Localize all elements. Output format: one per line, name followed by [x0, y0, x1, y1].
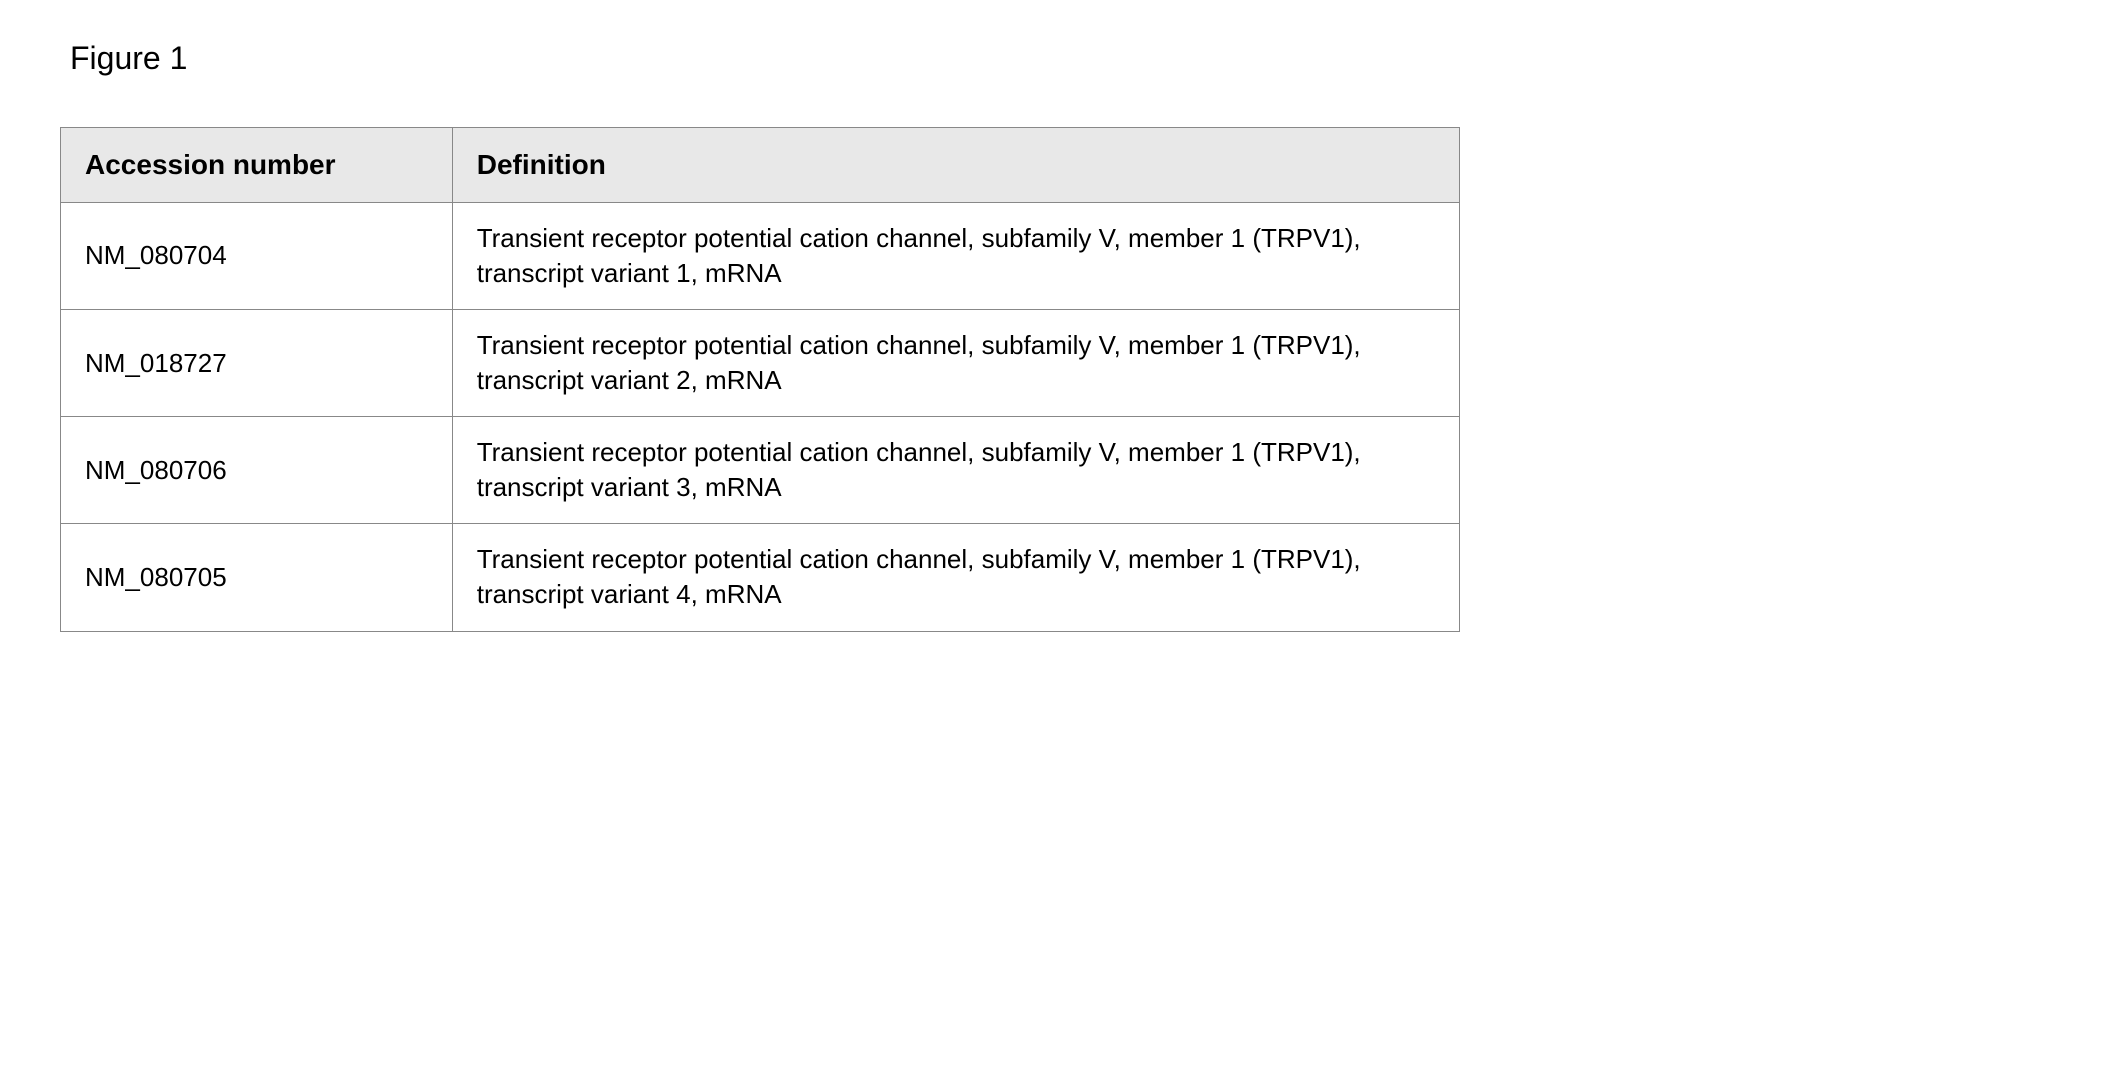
cell-definition: Transient receptor potential cation chan…: [452, 524, 1459, 631]
cell-definition: Transient receptor potential cation chan…: [452, 417, 1459, 524]
header-accession: Accession number: [61, 128, 453, 203]
cell-definition: Transient receptor potential cation chan…: [452, 202, 1459, 309]
cell-definition: Transient receptor potential cation chan…: [452, 309, 1459, 416]
accession-table: Accession number Definition NM_080704 Tr…: [60, 127, 1460, 632]
cell-accession: NM_080706: [61, 417, 453, 524]
table-row: NM_080706 Transient receptor potential c…: [61, 417, 1460, 524]
cell-accession: NM_080705: [61, 524, 453, 631]
cell-accession: NM_018727: [61, 309, 453, 416]
table-row: NM_080705 Transient receptor potential c…: [61, 524, 1460, 631]
header-definition: Definition: [452, 128, 1459, 203]
table-row: NM_018727 Transient receptor potential c…: [61, 309, 1460, 416]
cell-accession: NM_080704: [61, 202, 453, 309]
figure-title: Figure 1: [70, 40, 2051, 77]
table-header-row: Accession number Definition: [61, 128, 1460, 203]
table-row: NM_080704 Transient receptor potential c…: [61, 202, 1460, 309]
